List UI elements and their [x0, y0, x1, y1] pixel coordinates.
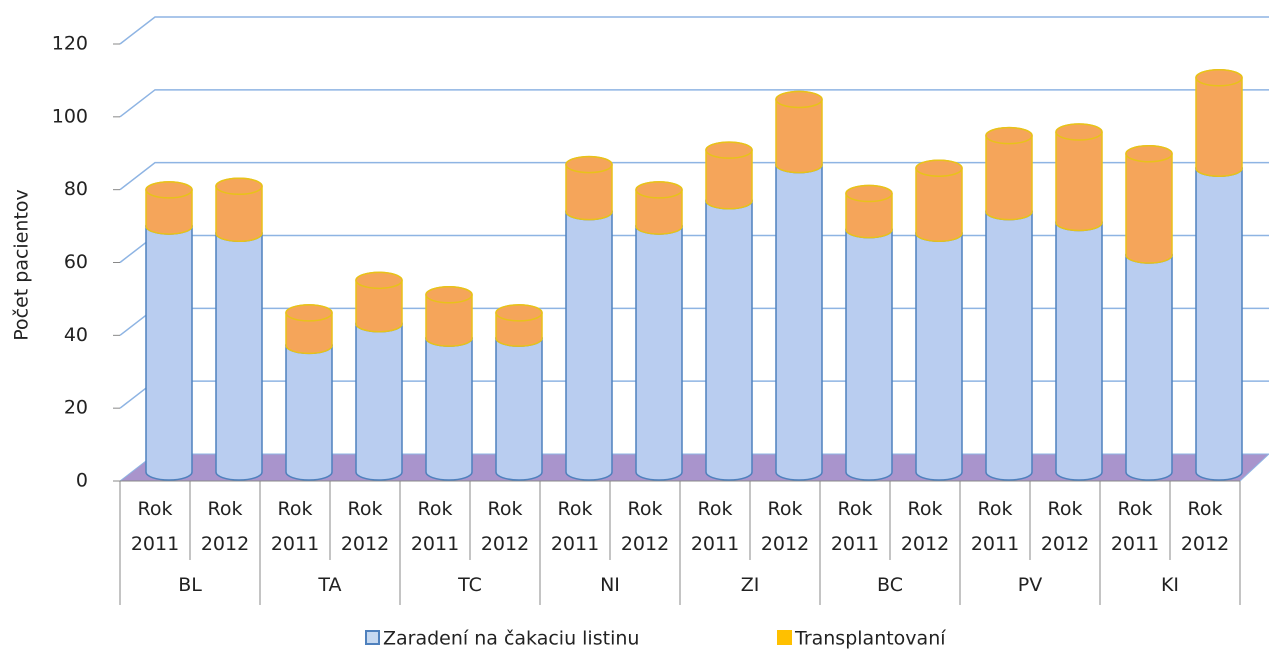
x-tick-label: Rok 2011: [1110, 498, 1160, 555]
bar-segment: [845, 220, 893, 481]
legend-swatch: [777, 630, 792, 645]
y-tick-label: 80: [64, 178, 88, 200]
x-tick-label: Rok 2012: [760, 498, 810, 555]
bar-segment: [355, 314, 403, 481]
bar-segment: [425, 329, 473, 481]
bar-segment: [215, 224, 263, 481]
x-tick-label: Rok 2011: [130, 498, 180, 555]
grid-line: [119, 161, 1269, 191]
bar-cap: [1195, 69, 1243, 87]
grid-line: [119, 89, 1269, 118]
bar-segment: [635, 217, 683, 481]
bar-segment: [1055, 213, 1103, 481]
group-label: BL: [178, 574, 202, 596]
x-tick-label: Rok 2011: [270, 498, 320, 555]
x-tick-label: Rok 2012: [900, 498, 950, 555]
y-axis-title: Počet pacientov: [11, 189, 33, 341]
bar-cap: [145, 181, 193, 199]
y-tick-label: 120: [52, 33, 88, 55]
bar-segment: [1125, 246, 1173, 481]
x-tick-label: Rok 2012: [480, 498, 530, 555]
x-tick-label: Rok 2011: [550, 498, 600, 555]
bar-cap: [285, 304, 333, 322]
y-tick-label: 40: [64, 324, 88, 346]
bar-cap: [775, 90, 823, 109]
x-tick-label: Rok 2011: [410, 498, 460, 555]
bar-segment: [775, 155, 823, 481]
bar-cap: [1055, 123, 1103, 141]
bar-cap: [705, 141, 753, 159]
bar-cap: [495, 304, 543, 322]
group-label: KI: [1160, 574, 1180, 596]
bar-segment: [285, 336, 333, 481]
legend-swatch: [365, 630, 380, 645]
bar-cap: [1125, 144, 1173, 163]
y-tick-label: 100: [52, 105, 88, 127]
x-tick-label: Rok 2011: [690, 498, 740, 555]
bar-segment: [985, 202, 1033, 481]
y-tick-label: 20: [64, 397, 88, 419]
y-tick-label: 60: [64, 251, 88, 273]
group-label: BC: [877, 574, 903, 596]
bar-segment: [1195, 159, 1243, 481]
legend-label: Transplantovaní: [794, 628, 946, 650]
bar-cap: [635, 181, 683, 199]
x-tick-label: Rok 2011: [830, 498, 880, 555]
legend-label: Zaradení na čakaciu listinu: [383, 628, 639, 650]
y-tick-label: 0: [76, 470, 88, 492]
group-label: TA: [318, 574, 342, 596]
bar-segment: [705, 192, 753, 481]
bar-cap: [845, 184, 893, 203]
x-tick-label: Rok 2012: [1040, 498, 1090, 555]
bar-cap: [215, 177, 263, 196]
x-tick-label: Rok 2011: [970, 498, 1020, 555]
group-label: NI: [600, 574, 620, 596]
bar-cap: [985, 126, 1033, 145]
group-label: PV: [1017, 574, 1043, 596]
group-label: ZI: [740, 574, 760, 596]
bar-segment: [145, 217, 193, 481]
bar-segment: [1125, 145, 1173, 264]
x-tick-label: Rok 2012: [620, 498, 670, 555]
bar-cap: [565, 155, 613, 174]
x-tick-label: Rok 2012: [340, 498, 390, 555]
bar-segment: [565, 202, 613, 481]
x-tick-label: Rok 2012: [200, 498, 250, 555]
bar-cap: [355, 271, 403, 290]
bar-segment: [915, 224, 963, 481]
grid-line: [119, 16, 1269, 45]
bar-cap: [915, 159, 963, 177]
bar-segment: [495, 329, 543, 481]
bar-cap: [425, 286, 473, 304]
group-label: TC: [458, 574, 482, 596]
x-tick-label: Rok 2012: [1180, 498, 1230, 555]
